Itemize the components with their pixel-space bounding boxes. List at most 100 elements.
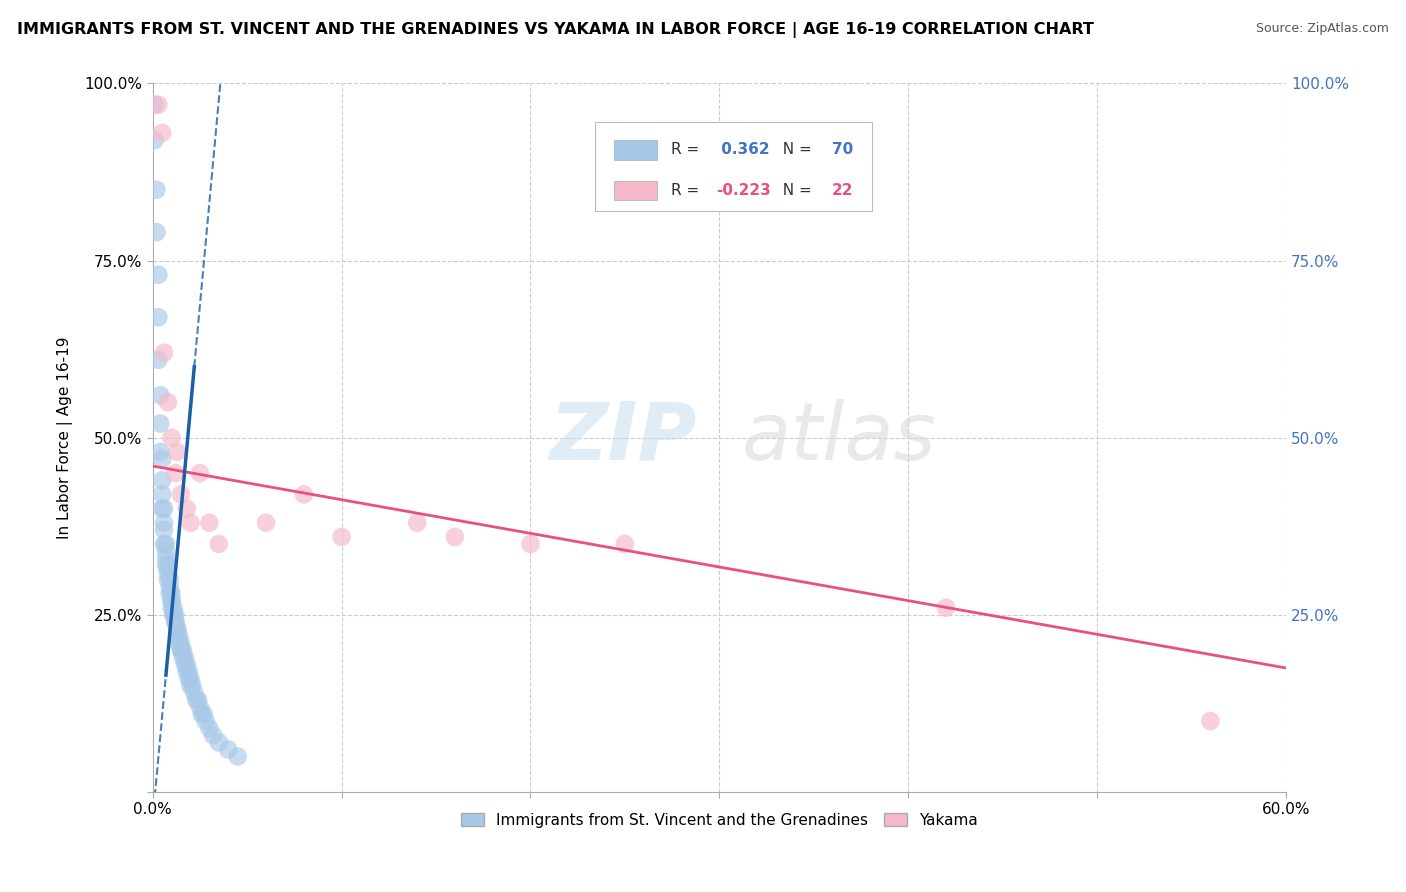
Legend: Immigrants from St. Vincent and the Grenadines, Yakama: Immigrants from St. Vincent and the Gren… [456, 806, 984, 834]
Point [160, 593, 183, 607]
Point [150, 126, 173, 140]
Point [150, 473, 173, 487]
Point [166, 629, 188, 643]
Point [170, 643, 193, 657]
Point [153, 516, 176, 530]
Point [166, 445, 188, 459]
Text: ZIP: ZIP [550, 399, 696, 476]
Point [187, 693, 209, 707]
Point [170, 643, 193, 657]
Point [444, 530, 467, 544]
Point [160, 593, 183, 607]
Point [208, 735, 231, 749]
Point [145, 225, 167, 239]
Point [202, 728, 225, 742]
Point [179, 679, 201, 693]
Point [170, 487, 193, 501]
Point [160, 600, 183, 615]
Point [166, 622, 188, 636]
Point [155, 558, 177, 573]
Point [330, 530, 353, 544]
Point [181, 679, 204, 693]
Point [148, 97, 170, 112]
Point [198, 721, 221, 735]
Point [148, 310, 170, 325]
Point [159, 573, 181, 587]
Point [156, 566, 179, 580]
Point [159, 586, 181, 600]
Point [149, 417, 172, 431]
Point [150, 452, 173, 467]
Point [188, 700, 211, 714]
Text: N =: N = [772, 142, 817, 157]
Point [159, 579, 181, 593]
Text: R =: R = [671, 183, 704, 198]
Point [165, 615, 187, 629]
Point [148, 352, 170, 367]
Text: 0.362: 0.362 [716, 142, 769, 157]
Point [156, 558, 179, 573]
Point [198, 516, 221, 530]
Point [162, 607, 184, 622]
Point [173, 657, 195, 672]
Point [167, 629, 190, 643]
Text: 22: 22 [831, 183, 853, 198]
Point [254, 516, 277, 530]
Point [150, 501, 173, 516]
Point [160, 586, 183, 600]
Point [172, 650, 194, 665]
Point [166, 622, 188, 636]
Point [176, 657, 198, 672]
Text: atlas: atlas [742, 399, 936, 476]
Point [153, 523, 176, 537]
Point [1199, 714, 1222, 728]
Point [191, 706, 214, 721]
Point [155, 544, 177, 558]
Point [172, 643, 194, 657]
Text: IMMIGRANTS FROM ST. VINCENT AND THE GRENADINES VS YAKAMA IN LABOR FORCE | AGE 16: IMMIGRANTS FROM ST. VINCENT AND THE GREN… [17, 22, 1094, 38]
Point [935, 600, 957, 615]
Point [179, 516, 201, 530]
Point [519, 537, 541, 551]
Point [162, 600, 184, 615]
Y-axis label: In Labor Force | Age 16-19: In Labor Force | Age 16-19 [58, 336, 73, 539]
Point [153, 537, 176, 551]
Point [186, 693, 208, 707]
Point [156, 395, 179, 409]
FancyBboxPatch shape [595, 122, 872, 211]
Point [170, 636, 193, 650]
Point [176, 665, 198, 679]
Text: N =: N = [772, 183, 817, 198]
Point [143, 133, 166, 147]
Point [183, 686, 205, 700]
FancyBboxPatch shape [614, 140, 657, 160]
Point [194, 714, 217, 728]
Point [226, 749, 249, 764]
Point [179, 672, 201, 686]
Point [165, 607, 187, 622]
Point [173, 650, 195, 665]
Text: Source: ZipAtlas.com: Source: ZipAtlas.com [1256, 22, 1389, 36]
Point [156, 573, 179, 587]
Point [149, 388, 172, 402]
Point [143, 97, 166, 112]
Point [177, 665, 200, 679]
Point [149, 445, 172, 459]
Point [153, 501, 176, 516]
Point [188, 466, 211, 480]
Point [177, 672, 200, 686]
Point [217, 742, 239, 756]
FancyBboxPatch shape [614, 180, 657, 201]
Point [155, 551, 177, 566]
Point [165, 615, 187, 629]
Point [193, 706, 215, 721]
Point [613, 537, 636, 551]
Point [155, 537, 177, 551]
Point [160, 431, 183, 445]
Point [153, 345, 176, 359]
Point [176, 501, 198, 516]
Point [165, 466, 187, 480]
Point [148, 268, 170, 282]
Text: 70: 70 [831, 142, 853, 157]
Point [208, 537, 231, 551]
